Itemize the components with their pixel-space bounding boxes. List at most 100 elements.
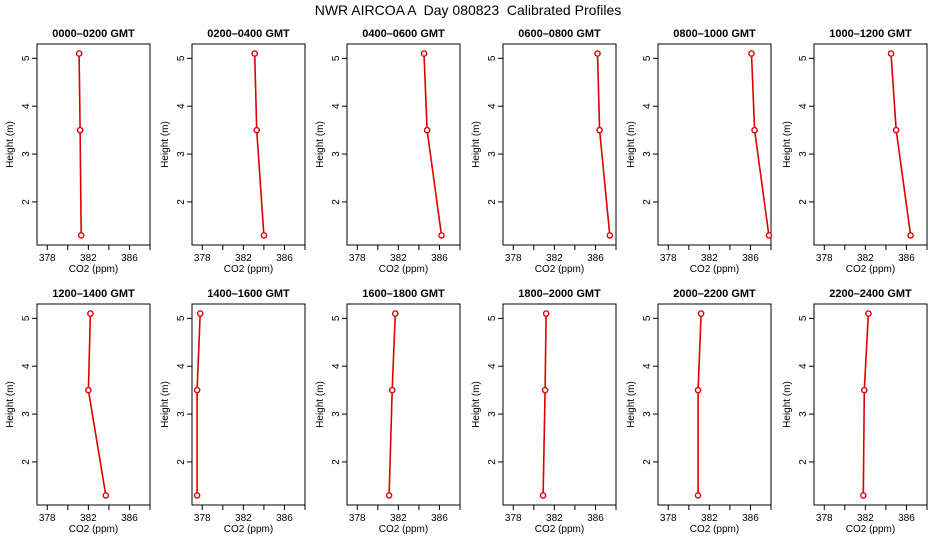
panel-10-data-point <box>539 492 547 499</box>
panel-9-xlabel: CO2 (ppm) <box>379 524 428 535</box>
panel-11-xtick-label: 386 <box>742 513 759 524</box>
panel-4-ytick-label: 5 <box>487 55 498 61</box>
panel-2-ytick-label: 3 <box>176 151 187 157</box>
panel-8-frame <box>191 303 306 506</box>
panel-1-ytick-label: 2 <box>21 199 32 205</box>
panel-10-frame <box>502 303 617 506</box>
panel-11-ytick-label: 4 <box>642 363 653 369</box>
panel-6-data-point <box>892 126 900 134</box>
panel-12-ytick-label: 3 <box>798 411 809 417</box>
panel-8-xtick-label: 378 <box>194 513 211 524</box>
panel-12-ylabel: Height (m) <box>782 381 793 428</box>
panel-5: 0800–1000 GMT 378 382 386 2 3 4 5 CO2 (ppm) Heigh… <box>626 28 773 275</box>
panel-9-data-point <box>385 492 393 499</box>
panel-12-xtick-label: 386 <box>898 513 915 524</box>
panel-8-series-line <box>196 313 201 496</box>
panel-7-series-line <box>87 313 107 496</box>
panel-6-data-point <box>887 50 895 57</box>
panel-6-xtick-label: 386 <box>898 253 915 264</box>
panel-1-xlabel: CO2 (ppm) <box>69 264 118 275</box>
panel-8-title: 1400–1600 GMT <box>207 288 290 300</box>
panel-3-xtick-label: 378 <box>349 253 366 264</box>
panel-5-ytick-label: 3 <box>642 151 653 157</box>
panel-7-title: 1200–1400 GMT <box>52 288 135 300</box>
panel-7-data-point <box>87 310 94 317</box>
panel-1-data-point <box>76 126 84 134</box>
panel-8-data-point <box>193 492 201 499</box>
panel-10-data-point <box>542 310 550 317</box>
panel-12-data-point <box>861 386 868 394</box>
panel-8-ylabel: Height (m) <box>160 381 171 428</box>
panel-1-series-line <box>78 53 82 236</box>
panel-12-frame <box>813 303 928 506</box>
panel-3-ytick-label: 4 <box>331 103 342 109</box>
panel-4-title: 0600–0800 GMT <box>518 28 601 40</box>
panel-4-data-point <box>594 50 601 57</box>
panel-3-ytick-label: 5 <box>331 55 342 61</box>
panel-7-frame <box>36 303 151 506</box>
panel-2-xtick-label: 378 <box>194 253 211 264</box>
panel-7-xtick-label: 378 <box>39 513 56 524</box>
panel-2-data-point <box>253 126 261 134</box>
panel-1: 0000–0200 GMT 378 382 386 2 3 4 5 CO2 (ppm) Heigh… <box>5 28 151 275</box>
panel-5-data-point <box>748 50 755 57</box>
panel-10-series-line <box>542 313 547 496</box>
panel-4-ylabel: Height (m) <box>471 121 482 168</box>
panel-12-xlabel: CO2 (ppm) <box>846 524 895 535</box>
panel-7-ytick-label: 4 <box>21 363 32 369</box>
panel-11-data-point <box>697 310 705 317</box>
panel-6-frame <box>813 43 928 246</box>
panel-12-ytick-label: 4 <box>798 363 809 369</box>
panel-6: 1000–1200 GMT 378 382 386 2 3 4 5 CO2 (ppm) Heigh… <box>782 28 928 275</box>
panel-3-ytick-label: 2 <box>331 199 342 205</box>
panel-7-ylabel: Height (m) <box>5 381 16 428</box>
panel-7-data-point <box>85 386 92 394</box>
panel-7-xtick-label: 382 <box>80 513 97 524</box>
panel-8-ytick-label: 2 <box>176 459 187 465</box>
panel-12-data-point <box>860 492 867 499</box>
panel-8: 1400–1600 GMT 378 382 386 2 3 4 5 CO2 (ppm) Heigh… <box>160 288 306 535</box>
panel-2-xlabel: CO2 (ppm) <box>224 264 273 275</box>
panel-1-ytick-label: 5 <box>21 55 32 61</box>
panel-5-data-point <box>765 232 773 239</box>
panel-9-data-point <box>388 386 396 394</box>
panel-4-ytick-label: 4 <box>487 103 498 109</box>
panel-11-xlabel: CO2 (ppm) <box>690 524 739 535</box>
panel-4-xtick-label: 382 <box>546 253 563 264</box>
panel-9-ytick-label: 3 <box>331 411 342 417</box>
panel-5-ylabel: Height (m) <box>626 121 637 168</box>
panel-8-xlabel: CO2 (ppm) <box>224 524 273 535</box>
panel-3-series-line <box>423 53 443 236</box>
panel-9-ytick-label: 5 <box>331 315 342 321</box>
panel-2-frame <box>191 43 306 246</box>
panel-10-xtick-label: 378 <box>505 513 522 524</box>
panel-7-xlabel: CO2 (ppm) <box>69 524 118 535</box>
panel-4-series-line <box>596 53 611 236</box>
panel-5-xtick-label: 378 <box>660 253 677 264</box>
panel-11-ytick-label: 3 <box>642 411 653 417</box>
panel-10-ytick-label: 5 <box>487 315 498 321</box>
panel-7-ytick-label: 3 <box>21 411 32 417</box>
panel-10-title: 1800–2000 GMT <box>518 288 601 300</box>
panel-12-xtick-label: 378 <box>816 513 833 524</box>
panel-10-ylabel: Height (m) <box>471 381 482 428</box>
panel-6-ytick-label: 3 <box>798 151 809 157</box>
panel-8-ytick-label: 4 <box>176 363 187 369</box>
panel-10-xlabel: CO2 (ppm) <box>535 524 584 535</box>
panel-6-xtick-label: 382 <box>857 253 874 264</box>
panel-4-ytick-label: 2 <box>487 199 498 205</box>
panel-4-xtick-label: 386 <box>587 253 604 264</box>
panel-11-xtick-label: 378 <box>660 513 677 524</box>
panel-12-series-line <box>862 313 870 496</box>
panel-5-xtick-label: 382 <box>701 253 718 264</box>
panel-6-series-line <box>890 53 912 236</box>
panel-3-ylabel: Height (m) <box>315 121 326 168</box>
panel-10-data-point <box>541 386 549 394</box>
panel-6-ytick-label: 5 <box>798 55 809 61</box>
panel-5-title: 0800–1000 GMT <box>673 28 756 40</box>
panel-1-xtick-label: 386 <box>121 253 138 264</box>
panel-5-series-line <box>750 53 770 236</box>
panel-11-ytick-label: 2 <box>642 459 653 465</box>
panel-4-xtick-label: 378 <box>505 253 522 264</box>
